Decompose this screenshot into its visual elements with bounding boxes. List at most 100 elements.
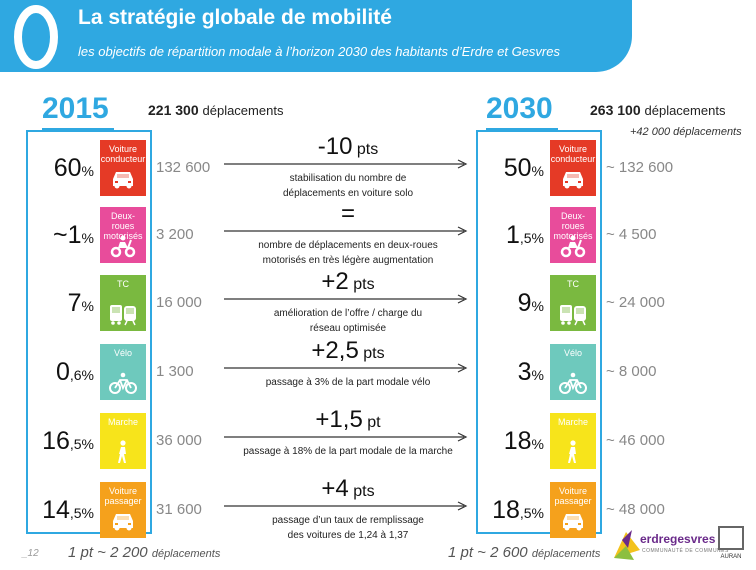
change-value: +2,5 pts	[224, 338, 472, 367]
erdre-gesvres-logo-mark-icon	[614, 530, 640, 560]
mode-label: Vélo	[113, 348, 132, 358]
share-2015-value: 14	[42, 496, 70, 524]
logo-tagline: COMMUNAUTÉ DE COMMUNES	[642, 548, 729, 554]
mode-tile: Vélo	[550, 344, 596, 400]
share-2015-value: 7	[67, 289, 82, 317]
mode-tile: Voiture conducteur	[550, 140, 596, 196]
trips-count-2030: ~ 4 500	[606, 226, 657, 243]
trips-count-2030: ~ 8 000	[606, 363, 657, 380]
change-unit: pts	[348, 483, 375, 500]
change-number: +2	[321, 268, 349, 295]
footnote-2015-unit: déplacements	[151, 548, 221, 560]
change-description-line-1: nombre de déplacements en deux-roues	[258, 240, 438, 251]
change-description-line-2: motorisés en très légère augmentation	[262, 255, 434, 266]
change-description-line-1: passage à 18% de la part modale de la ma…	[243, 446, 453, 457]
page-subtitle: les objectifs de répartition modale à l’…	[78, 44, 560, 59]
share-2015-suffix: ,6%	[69, 367, 94, 383]
trips-2030: 263 100 déplacements	[590, 102, 725, 118]
mode-tile: TC	[550, 275, 596, 331]
year-2015-underline	[42, 128, 114, 131]
trips-count-2030: ~ 24 000	[606, 294, 665, 311]
trips-2015-value: 221 300	[148, 102, 199, 118]
year-2030: 2030	[486, 92, 553, 125]
trips-2030-unit: déplacements	[644, 103, 726, 118]
trips-2015-unit: déplacements	[202, 103, 284, 118]
auran-name: AURAN	[720, 554, 742, 560]
share-2030-value: 9	[517, 289, 532, 317]
change-number: +1,5	[315, 406, 363, 433]
share-2015: 14,5%	[22, 496, 94, 525]
share-2015-suffix: ,5%	[69, 505, 94, 521]
change-description: passage à 18% de la part modale de la ma…	[224, 444, 472, 459]
modal-change: -10 pts stabilisation du nombre de dépla…	[224, 134, 472, 201]
share-2030-suffix: %	[531, 163, 544, 179]
change-description: amélioration de l’offre / charge du rése…	[224, 306, 472, 336]
mode-label: Marche	[557, 417, 588, 427]
change-value: -10 pts	[224, 134, 472, 163]
header-banner: La stratégie globale de mobilité les obj…	[0, 0, 632, 72]
change-description-line-2: réseau optimisée	[309, 323, 387, 334]
trips-count-2015: 31 600	[156, 501, 202, 518]
trips-count-2030: ~ 46 000	[606, 432, 665, 449]
change-value: +1,5 pt	[224, 407, 472, 436]
change-description-line-1: passage à 3% de la part modale vélo	[265, 377, 431, 388]
year-2015: 2015	[42, 92, 109, 125]
change-number: +2,5	[311, 337, 359, 364]
share-2015-value: 60	[53, 154, 82, 182]
change-value: =	[224, 201, 472, 230]
footnote-2015-value: 1 pt ~ 2 200	[68, 544, 148, 561]
share-2030-value: 3	[517, 358, 532, 386]
arrow-right-icon	[224, 159, 472, 169]
logo-name: erdregesvres	[640, 532, 716, 546]
footnote-2030-unit: déplacements	[531, 548, 601, 560]
change-number: -10	[317, 133, 353, 160]
share-2030-suffix: %	[531, 436, 544, 452]
share-2015-value: 16	[42, 427, 70, 455]
change-unit: pts	[352, 141, 379, 158]
change-unit: pts	[358, 345, 385, 362]
auran-logo-mark-icon	[718, 526, 744, 550]
mode-tile: Voiture passager	[100, 482, 146, 538]
trips-count-2015: 132 600	[156, 159, 211, 176]
arrow-right-icon	[224, 294, 472, 304]
change-description-line-1: passage d’un taux de remplissage	[272, 515, 424, 526]
change-description: passage à 3% de la part modale vélo	[224, 375, 472, 390]
share-2030-value: 18	[492, 496, 520, 524]
trips-count-2030: ~ 48 000	[606, 501, 665, 518]
share-2015-suffix: %	[81, 230, 94, 246]
share-2030: 18%	[472, 427, 544, 456]
change-number: =	[340, 200, 355, 227]
share-2030: 9%	[472, 289, 544, 318]
modal-change: = nombre de déplacements en deux-roues m…	[224, 201, 472, 268]
modal-change: +2,5 pts passage à 3% de la part modale …	[224, 338, 472, 390]
share-2030-suffix: ,5%	[519, 505, 544, 521]
mode-label: Voiture passager	[554, 486, 592, 506]
share-2030-value: 1	[505, 221, 520, 249]
share-2030-value: 18	[503, 427, 532, 455]
panel-2015	[26, 130, 152, 534]
arrow-right-icon	[224, 501, 472, 511]
mode-label: Marche	[107, 417, 138, 427]
share-2030: 1,5%	[472, 221, 544, 250]
mode-tile: TC	[100, 275, 146, 331]
share-2030: 3%	[472, 358, 544, 387]
page-number: _12	[22, 548, 39, 559]
change-value: +4 pts	[224, 476, 472, 505]
change-number: +4	[321, 475, 349, 502]
footnote-2030-value: 1 pt ~ 2 600	[448, 544, 528, 561]
mode-label: TC	[567, 279, 579, 289]
mode-tile: Marche	[100, 413, 146, 469]
auran-logo: AURAN	[716, 526, 746, 564]
share-2015: 7%	[22, 289, 94, 318]
chapter-number	[14, 4, 58, 70]
change-description-line-2: déplacements en voiture solo	[282, 188, 414, 199]
mode-label: Voiture conducteur	[100, 144, 146, 164]
mode-label: Vélo	[563, 348, 582, 358]
trips-count-2015: 16 000	[156, 294, 202, 311]
footnote-2015: 1 pt ~ 2 200 déplacements	[68, 544, 220, 561]
trips-count-2015: 36 000	[156, 432, 202, 449]
change-description-line-1: stabilisation du nombre de	[289, 173, 407, 184]
modal-change: +1,5 pt passage à 18% de la part modale …	[224, 407, 472, 459]
modal-change: +2 pts amélioration de l’offre / charge …	[224, 269, 472, 336]
share-2015-suffix: %	[81, 163, 94, 179]
